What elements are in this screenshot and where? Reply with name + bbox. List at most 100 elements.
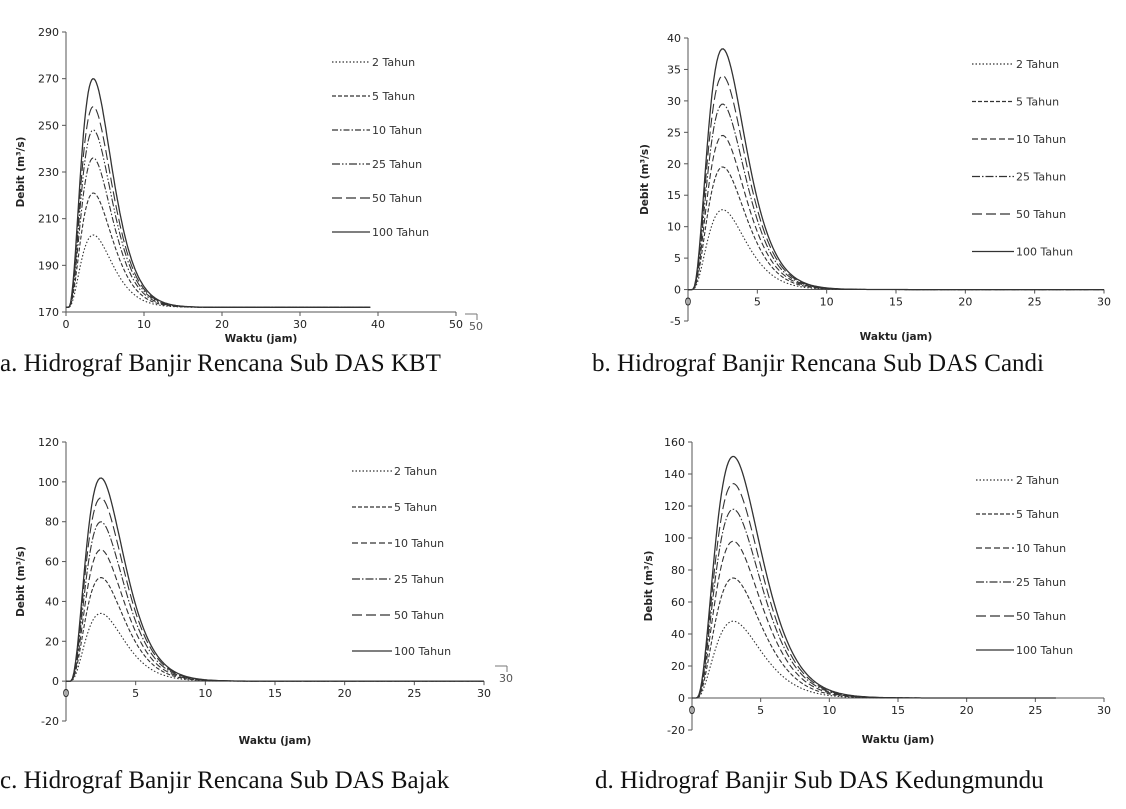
y-tick-label: 80 bbox=[45, 516, 59, 529]
y-tick-label: 190 bbox=[38, 259, 59, 272]
series-line-100-tahun bbox=[692, 455, 1056, 699]
x-tick-label: 0 bbox=[63, 687, 70, 700]
y-tick-label: 270 bbox=[38, 73, 59, 86]
series-line-5-tahun bbox=[688, 166, 1104, 291]
y-tick-label: 30 bbox=[667, 95, 681, 108]
y-tick-label: 15 bbox=[667, 189, 681, 202]
y-tick-label: 120 bbox=[38, 436, 59, 449]
y-tick-label: 160 bbox=[664, 436, 685, 449]
y-tick-label: 250 bbox=[38, 119, 59, 132]
series-line-2-tahun bbox=[66, 612, 484, 682]
x-tick-label: 25 bbox=[407, 687, 421, 700]
series-line-100-tahun bbox=[66, 77, 371, 308]
x-tick-label: 15 bbox=[268, 687, 282, 700]
y-axis-title: Debit (m³/s) bbox=[15, 137, 27, 208]
series-line-50-tahun bbox=[66, 497, 484, 682]
x-tick-label: 20 bbox=[215, 318, 229, 331]
legend-label: 5 Tahun bbox=[1016, 96, 1059, 109]
legend-label: 50 Tahun bbox=[372, 192, 422, 205]
y-tick-label: 140 bbox=[664, 468, 685, 481]
x-tick-label: 20 bbox=[960, 704, 974, 717]
y-axis-title: Debit (m³/s) bbox=[15, 546, 27, 617]
hydrograph-chart-b: -5 0 5 10 15 20 25 30 35 40 0 5 10 15 20 25 30 Waktu (jam… bbox=[639, 32, 1111, 343]
x-tick-label: 0 bbox=[689, 704, 696, 717]
series-line-5-tahun bbox=[66, 192, 371, 308]
series-line-100-tahun bbox=[66, 477, 484, 682]
series-line-25-tahun bbox=[692, 508, 1056, 699]
legend-label: 5 Tahun bbox=[372, 90, 415, 103]
x-tick-label: 10 bbox=[820, 296, 834, 309]
x-tick-label: 15 bbox=[891, 704, 905, 717]
y-tick-label: 60 bbox=[671, 596, 685, 609]
x-tick-label: 5 bbox=[132, 687, 139, 700]
legend-label: 5 Tahun bbox=[1016, 508, 1059, 521]
x-tick-label: 5 bbox=[757, 704, 764, 717]
hydrograph-chart-a: 170 190 210 230 250 270 290 0 10 20 30 40 50 Waktu (j… bbox=[15, 26, 483, 345]
series-line-25-tahun bbox=[688, 103, 1104, 291]
x-tick-label: 20 bbox=[338, 687, 352, 700]
x-axis-title: Waktu (jam) bbox=[225, 333, 298, 345]
legend-label: 25 Tahun bbox=[372, 158, 422, 171]
x-tick-label: 20 bbox=[958, 296, 972, 309]
series-line-25-tahun bbox=[66, 129, 371, 308]
series-line-2-tahun bbox=[66, 234, 371, 308]
y-tick-label: 170 bbox=[38, 306, 59, 319]
legend-label: 2 Tahun bbox=[372, 56, 415, 69]
legend-label: 10 Tahun bbox=[1016, 542, 1066, 555]
caption-b: b. Hidrograf Banjir Rencana Sub DAS Cand… bbox=[592, 350, 1045, 377]
y-tick-label: 0 bbox=[674, 284, 681, 297]
legend-label: 100 Tahun bbox=[1016, 246, 1073, 259]
y-tick-label: 20 bbox=[671, 660, 685, 673]
legend-label: 25 Tahun bbox=[1016, 171, 1066, 184]
stray-axis-label: 30 bbox=[499, 672, 513, 685]
y-tick-label: -5 bbox=[670, 315, 681, 328]
x-tick-label: 15 bbox=[889, 296, 903, 309]
y-tick-label: 100 bbox=[38, 476, 59, 489]
x-tick-label: 30 bbox=[1097, 296, 1111, 309]
series-line-10-tahun bbox=[692, 540, 1056, 699]
chart-panel-b: -5 0 5 10 15 20 25 30 35 40 0 5 10 15 20 25 30 Waktu (jam… bbox=[580, 0, 1126, 345]
y-tick-label: 0 bbox=[678, 692, 685, 705]
x-tick-label: 10 bbox=[137, 318, 151, 331]
x-tick-label: 50 bbox=[449, 318, 463, 331]
y-tick-label: 230 bbox=[38, 166, 59, 179]
y-tick-label: 210 bbox=[38, 213, 59, 226]
y-tick-label: 40 bbox=[671, 628, 685, 641]
y-tick-label: 10 bbox=[667, 221, 681, 234]
y-tick-label: 60 bbox=[45, 556, 59, 569]
y-tick-label: -20 bbox=[667, 724, 685, 737]
legend-label: 25 Tahun bbox=[1016, 576, 1066, 589]
x-tick-label: 30 bbox=[1097, 704, 1111, 717]
chart-panel-d: -20 0 20 40 60 80 100 120 140 160 0 5 10 15 20 25 30 Wakt… bbox=[580, 405, 1126, 755]
x-tick-label: 10 bbox=[822, 704, 836, 717]
x-tick-label: 40 bbox=[371, 318, 385, 331]
x-tick-label: 5 bbox=[754, 296, 761, 309]
chart-panel-a: 170 190 210 230 250 270 290 0 10 20 30 40 50 Waktu (j… bbox=[0, 0, 560, 345]
y-tick-label: 25 bbox=[667, 126, 681, 139]
series-line-100-tahun bbox=[688, 48, 1104, 291]
x-tick-label: 10 bbox=[198, 687, 212, 700]
y-tick-label: 0 bbox=[52, 675, 59, 688]
legend-label: 2 Tahun bbox=[1016, 58, 1059, 71]
legend-label: 10 Tahun bbox=[372, 124, 422, 137]
legend-label: 50 Tahun bbox=[1016, 610, 1066, 623]
x-tick-label: 25 bbox=[1028, 296, 1042, 309]
y-tick-label: -20 bbox=[41, 715, 59, 728]
y-tick-label: 290 bbox=[38, 26, 59, 39]
y-axis-title: Debit (m³/s) bbox=[643, 551, 655, 622]
legend-label: 5 Tahun bbox=[394, 501, 437, 514]
legend-label: 50 Tahun bbox=[1016, 208, 1066, 221]
x-tick-label: 30 bbox=[293, 318, 307, 331]
stray-axis-label: 50 bbox=[469, 320, 483, 333]
legend-label: 100 Tahun bbox=[1016, 644, 1073, 657]
x-tick-label: 0 bbox=[63, 318, 70, 331]
y-tick-label: 20 bbox=[45, 635, 59, 648]
y-tick-label: 100 bbox=[664, 532, 685, 545]
legend-label: 2 Tahun bbox=[1016, 474, 1059, 487]
y-tick-label: 40 bbox=[667, 32, 681, 45]
series-line-50-tahun bbox=[66, 106, 371, 308]
caption-d: d. Hidrograf Banjir Sub DAS Kedungmundu bbox=[595, 767, 1044, 794]
x-axis-title: Waktu (jam) bbox=[862, 734, 935, 746]
y-tick-label: 80 bbox=[671, 564, 685, 577]
caption-c: c. Hidrograf Banjir Rencana Sub DAS Baja… bbox=[0, 767, 450, 794]
